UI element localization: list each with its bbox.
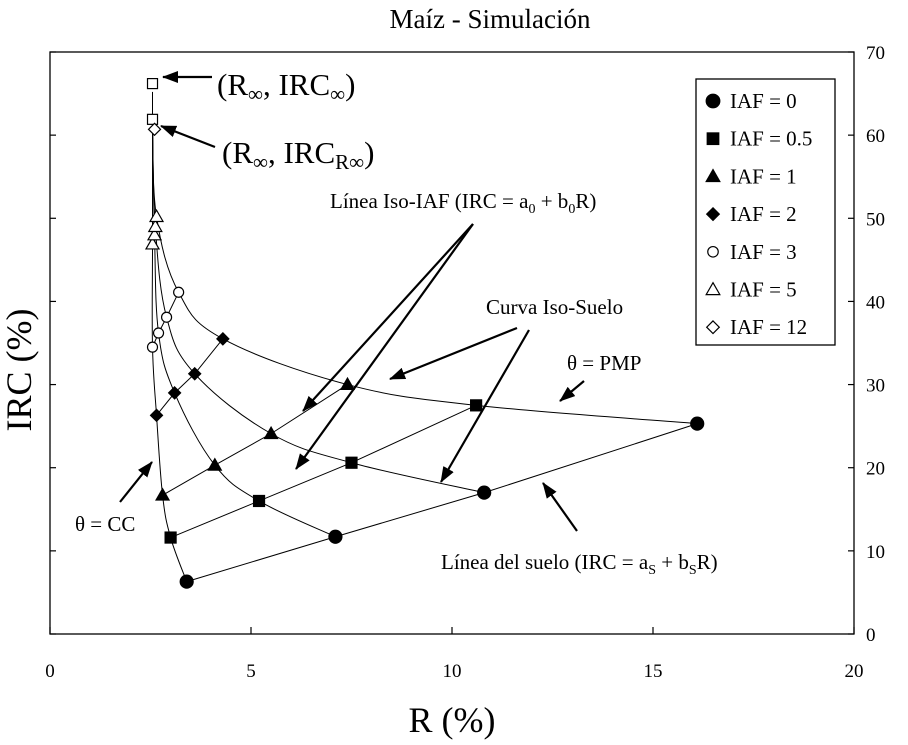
legend-label: IAF = 12 bbox=[730, 315, 807, 339]
data-point bbox=[705, 281, 721, 296]
y-tick-label: 20 bbox=[866, 459, 885, 480]
data-point bbox=[160, 311, 173, 323]
data-point bbox=[148, 208, 165, 223]
legend-label: IAF = 5 bbox=[730, 278, 797, 302]
data-markers bbox=[144, 77, 705, 589]
y-tick-label: 50 bbox=[866, 209, 885, 230]
data-point bbox=[706, 132, 720, 146]
svg-text:Curva Iso-Suelo: Curva Iso-Suelo bbox=[486, 295, 623, 319]
data-point bbox=[339, 376, 356, 391]
data-point bbox=[146, 341, 159, 353]
iso-iaf-line bbox=[152, 292, 180, 348]
data-point bbox=[705, 206, 721, 222]
legend-label: IAF = 1 bbox=[730, 164, 797, 188]
legend-item: IAF = 12 bbox=[705, 315, 807, 339]
x-tick-label: 20 bbox=[845, 661, 864, 682]
data-point bbox=[173, 286, 185, 298]
iso-iaf-line bbox=[156, 338, 224, 416]
x-tick-label: 10 bbox=[443, 661, 462, 682]
data-point bbox=[152, 327, 165, 339]
x-tick-label: 15 bbox=[644, 661, 663, 682]
data-point bbox=[164, 531, 177, 544]
data-point bbox=[477, 485, 492, 500]
iso-iaf-line bbox=[162, 384, 348, 496]
iso-soil-curve bbox=[151, 126, 188, 582]
annotation-pmp: θ = PMP bbox=[559, 351, 641, 402]
data-point bbox=[328, 529, 343, 544]
chart-title: Maíz - Simulación bbox=[390, 4, 591, 34]
svg-text:(R∞, IRC∞): (R∞, IRC∞) bbox=[217, 67, 355, 106]
data-point bbox=[146, 227, 163, 241]
y-tick-label: 70 bbox=[866, 43, 885, 64]
data-point bbox=[705, 168, 721, 183]
annotation-r-inf-irc-inf: (R∞, IRC∞) bbox=[162, 67, 355, 106]
data-point bbox=[252, 494, 266, 508]
y-tick-label: 30 bbox=[866, 376, 885, 397]
data-point bbox=[207, 457, 223, 471]
legend: IAF = 0 IAF = 0.5 IAF = 1 IAF = 2 IAF = 3 IAF… bbox=[695, 78, 836, 346]
data-point bbox=[707, 245, 719, 258]
data-point bbox=[705, 320, 721, 335]
y-tick-label: 40 bbox=[866, 292, 885, 313]
data-point bbox=[216, 331, 230, 346]
data-point bbox=[144, 236, 161, 250]
data-point bbox=[147, 122, 162, 137]
legend-item: IAF = 3 bbox=[707, 240, 797, 264]
iso-soil-curve bbox=[152, 126, 336, 538]
data-point bbox=[146, 113, 159, 125]
svg-text:Línea del suelo (IRC = aS + bS: Línea del suelo (IRC = aS + bSR) bbox=[441, 550, 718, 578]
legend-item: IAF = 2 bbox=[705, 202, 797, 226]
annotation-r-inf-irc-rinf: (R∞, IRCR∞) bbox=[160, 124, 374, 174]
iso-soil-curve bbox=[152, 126, 698, 425]
data-point bbox=[167, 386, 182, 400]
iso-iaf-line bbox=[170, 404, 477, 539]
legend-item: IAF = 1 bbox=[705, 164, 797, 188]
y-tick-label: 0 bbox=[866, 625, 876, 646]
x-axis-label: R (%) bbox=[409, 700, 496, 740]
annotation-iso-suelo: Curva Iso-Suelo bbox=[389, 295, 623, 483]
annotation-soil-line: Línea del suelo (IRC = aS + bSR) bbox=[441, 482, 718, 578]
x-tick-label: 0 bbox=[45, 661, 55, 682]
x-tick-label: 5 bbox=[246, 661, 256, 682]
data-point bbox=[470, 399, 483, 412]
legend-label: IAF = 0 bbox=[730, 89, 797, 113]
data-point bbox=[705, 93, 721, 109]
data-point bbox=[179, 574, 194, 589]
y-tick-label: 10 bbox=[866, 542, 885, 563]
y-tick-label: 60 bbox=[866, 126, 885, 147]
svg-text:θ = PMP: θ = PMP bbox=[567, 351, 641, 375]
data-point bbox=[187, 366, 202, 381]
data-point bbox=[146, 77, 159, 90]
svg-text:(R∞, IRCR∞): (R∞, IRCR∞) bbox=[222, 135, 374, 174]
iso-iaf-line bbox=[186, 423, 698, 583]
svg-text:θ = CC: θ = CC bbox=[75, 512, 135, 536]
legend-item: IAF = 0 bbox=[705, 89, 797, 113]
annotation-cc: θ = CC bbox=[75, 461, 153, 536]
svg-text:Línea Iso-IAF (IRC = a0 + b0R): Línea Iso-IAF (IRC = a0 + b0R) bbox=[330, 189, 596, 217]
data-point bbox=[147, 218, 163, 233]
legend-item: IAF = 5 bbox=[705, 278, 797, 302]
data-point bbox=[149, 408, 164, 423]
legend-label: IAF = 0.5 bbox=[730, 127, 812, 151]
legend-label: IAF = 2 bbox=[730, 202, 797, 226]
legend-label: IAF = 3 bbox=[730, 240, 797, 264]
data-point bbox=[690, 416, 705, 431]
legend-item: IAF = 0.5 bbox=[706, 127, 812, 151]
annotation-iso-iaf: Línea Iso-IAF (IRC = a0 + b0R) bbox=[295, 189, 596, 470]
data-point bbox=[263, 425, 279, 440]
data-point bbox=[155, 487, 171, 501]
y-axis-label: IRC (%) bbox=[0, 309, 39, 432]
data-point bbox=[345, 456, 358, 469]
